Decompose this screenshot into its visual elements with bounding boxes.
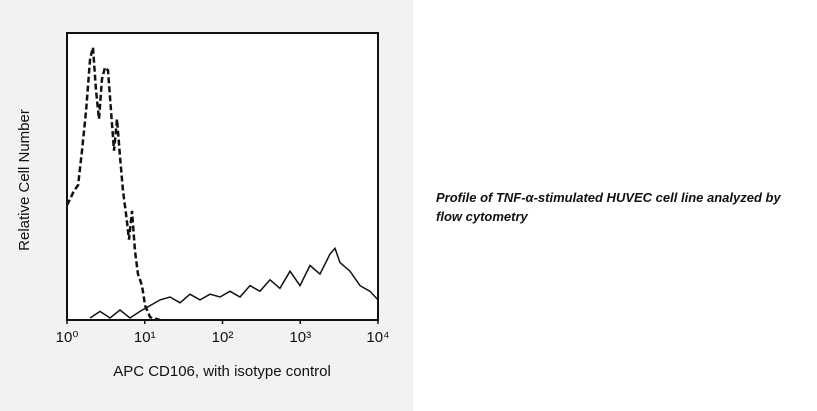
- x-tick-label: 10¹: [134, 329, 156, 346]
- histogram-line: [89, 246, 379, 319]
- x-tick-label: 10³: [289, 329, 311, 346]
- histogram-line: [65, 47, 161, 322]
- plot-frame: [66, 32, 379, 321]
- y-axis-label: Relative Cell Number: [16, 109, 33, 251]
- x-tick-label: 10²: [212, 329, 234, 346]
- caption: Profile of TNF-α-stimulated HUVEC cell l…: [436, 190, 781, 224]
- x-tick-label: 10⁴: [366, 329, 389, 346]
- x-tick-label: 10⁰: [56, 329, 79, 346]
- x-axis-label: APC CD106, with isotype control: [113, 363, 331, 380]
